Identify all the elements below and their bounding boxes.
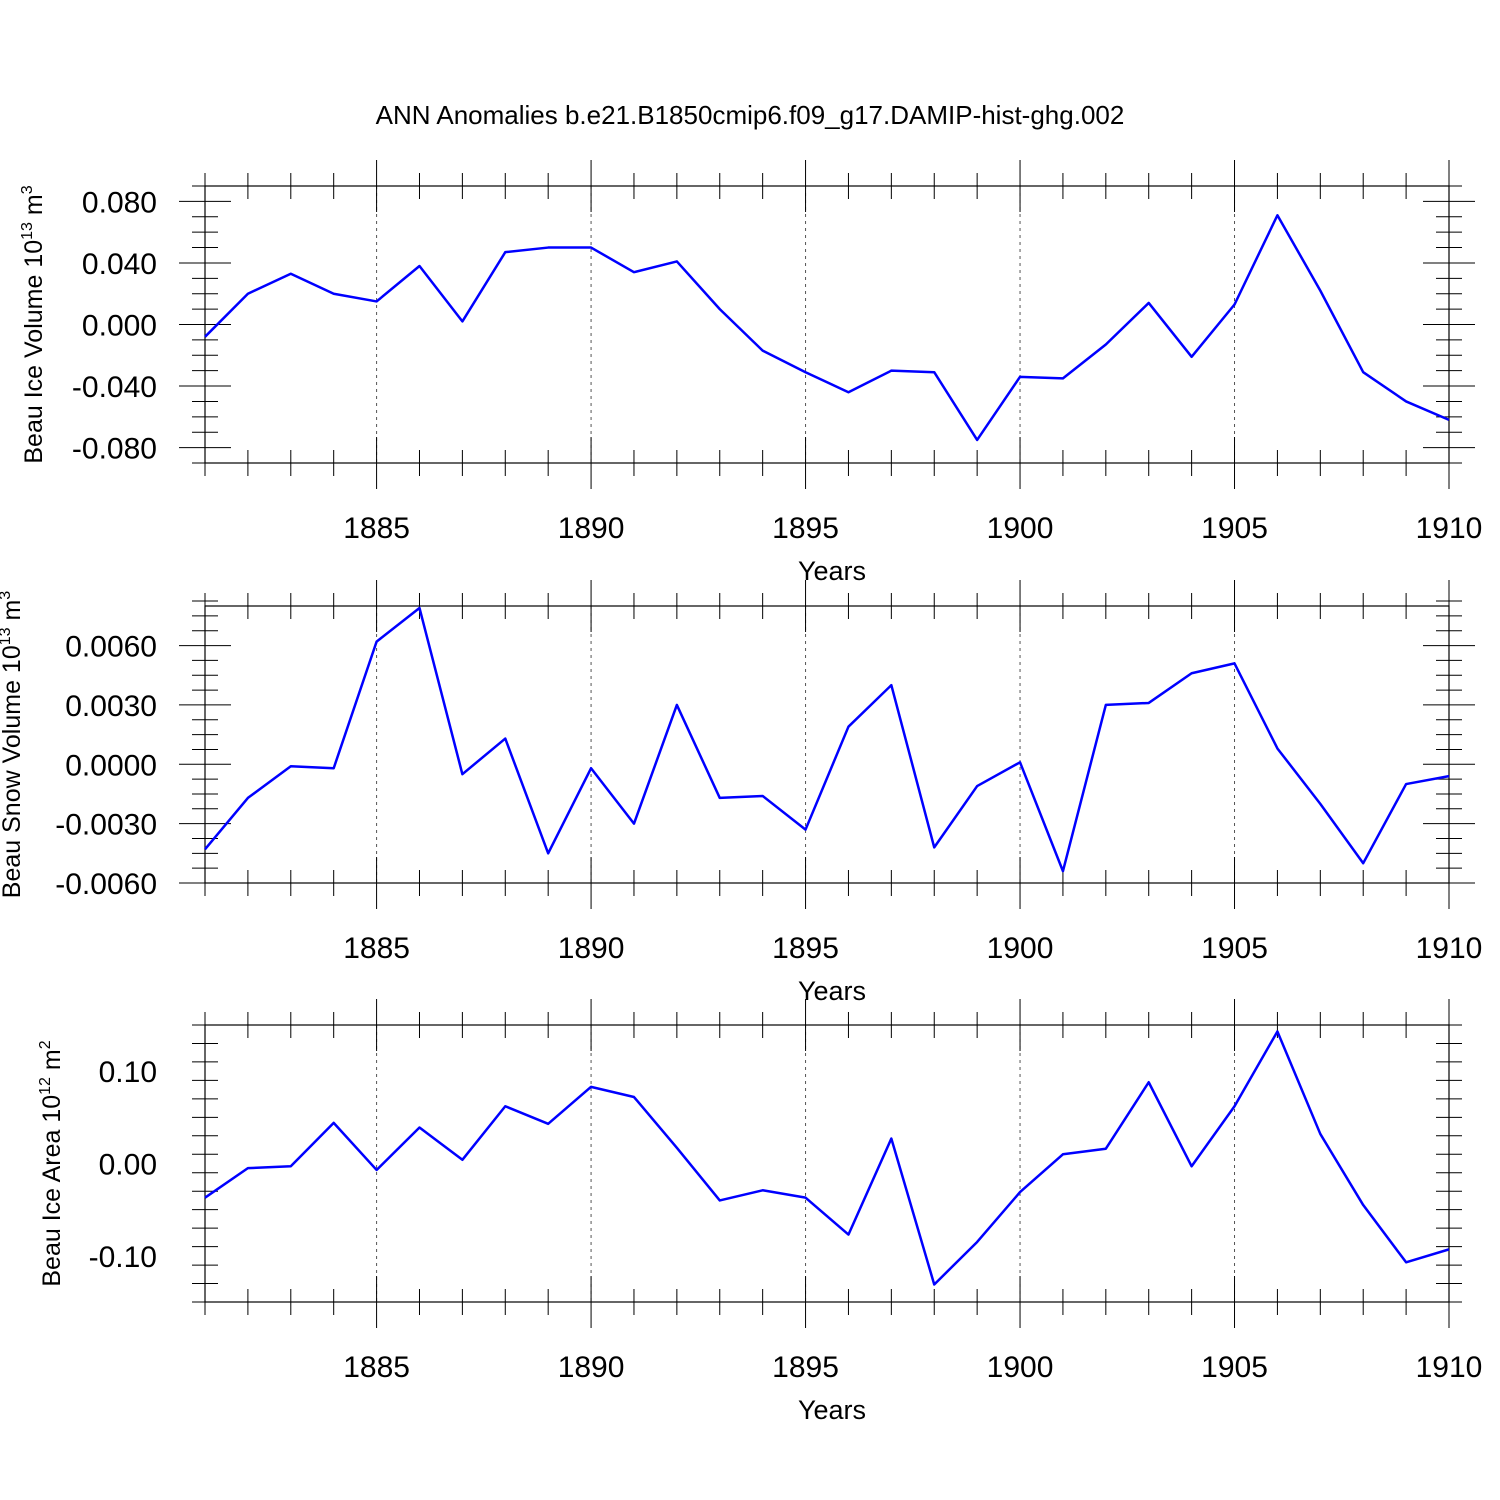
y-axis-label-space xyxy=(20,215,48,222)
panel-ice-area: 1885 1890 1895 1900 1905 1910 -0.10 0.00 0.10 Yea… xyxy=(37,999,1482,1425)
x-tick-label: 1890 xyxy=(558,932,625,965)
y-tick-label: 0.0030 xyxy=(65,690,157,723)
x-tick-label: 1910 xyxy=(1416,1351,1483,1384)
x-tick-label: 1905 xyxy=(1201,512,1268,545)
y-axis-label-exponent: 13 xyxy=(19,222,36,240)
y-tick-label: -0.080 xyxy=(72,433,157,466)
x-tick-label: 1905 xyxy=(1201,932,1268,965)
plot-frame xyxy=(204,605,1450,884)
x-tick-label: 1905 xyxy=(1201,1351,1268,1384)
y-tick-label: 0.000 xyxy=(82,310,157,343)
y-axis-label-space xyxy=(38,1070,66,1077)
x-tick-label: 1895 xyxy=(772,932,839,965)
y-axis-label-unit-exponent: 3 xyxy=(19,185,36,194)
y-axis-label-unit: m xyxy=(0,600,26,621)
x-tick-label: 1885 xyxy=(343,932,410,965)
x-tick-label: 1910 xyxy=(1416,512,1483,545)
y-tick-label: 0.0000 xyxy=(65,749,157,782)
x-tick-label: 1890 xyxy=(558,1351,625,1384)
x-tick-label: 1895 xyxy=(772,512,839,545)
chart-title: ANN Anomalies b.e21.B1850cmip6.f09_g17.D… xyxy=(376,100,1125,130)
y-axis-label-main: Beau Snow Volume 10 xyxy=(0,645,26,898)
y-axis-label: Beau Snow Volume 1013 m3 xyxy=(0,591,26,899)
y-axis-label-unit: m xyxy=(20,194,48,215)
y-tick-label: -0.10 xyxy=(89,1241,157,1274)
y-tick-label: 0.080 xyxy=(82,186,157,219)
series-line xyxy=(204,606,1450,873)
x-tick-label: 1900 xyxy=(987,512,1054,545)
y-tick-label: -0.0030 xyxy=(55,809,157,842)
y-tick-label: 0.040 xyxy=(82,248,157,281)
x-tick-label: 1895 xyxy=(772,1351,839,1384)
y-axis-label-unit-exponent: 3 xyxy=(0,591,14,600)
y-axis-label-unit: m xyxy=(38,1049,66,1070)
y-tick-label: -0.040 xyxy=(72,371,157,404)
y-axis-label-exponent: 12 xyxy=(37,1077,54,1095)
x-axis-label: Years xyxy=(798,1395,866,1425)
x-tick-label: 1885 xyxy=(343,1351,410,1384)
y-tick-label: 0.00 xyxy=(99,1149,157,1182)
x-axis-label: Years xyxy=(798,976,866,1006)
plot-frame xyxy=(204,1024,1450,1303)
panel-ice-volume: 1885 1890 1895 1900 1905 1910 -0.080 -0.040 0.00… xyxy=(19,160,1482,586)
y-axis-label-unit-exponent: 2 xyxy=(37,1040,54,1049)
plot-frame xyxy=(204,185,1450,464)
y-tick-label: 0.10 xyxy=(99,1056,157,1089)
x-tick-label: 1910 xyxy=(1416,932,1483,965)
x-tick-label: 1885 xyxy=(343,512,410,545)
x-tick-label: 1900 xyxy=(987,932,1054,965)
y-tick-label: 0.0060 xyxy=(65,631,157,664)
y-tick-label: -0.0060 xyxy=(55,868,157,901)
y-axis-label-main: Beau Ice Area 10 xyxy=(38,1095,66,1287)
x-tick-label: 1900 xyxy=(987,1351,1054,1384)
y-axis-label-space xyxy=(0,621,26,628)
panel-snow-volume: 1885 1890 1895 1900 1905 1910 -0.0060 -0.0030 0.… xyxy=(0,580,1482,1006)
y-axis-label-main: Beau Ice Volume 10 xyxy=(20,240,48,464)
x-axis-label: Years xyxy=(798,556,866,586)
y-axis-label: Beau Ice Area 1012 m2 xyxy=(37,1040,66,1286)
series-line xyxy=(204,1030,1450,1286)
y-axis-label: Beau Ice Volume 1013 m3 xyxy=(19,185,48,463)
y-axis-label-exponent: 13 xyxy=(0,627,14,645)
x-tick-label: 1890 xyxy=(558,512,625,545)
series-line xyxy=(204,213,1450,442)
